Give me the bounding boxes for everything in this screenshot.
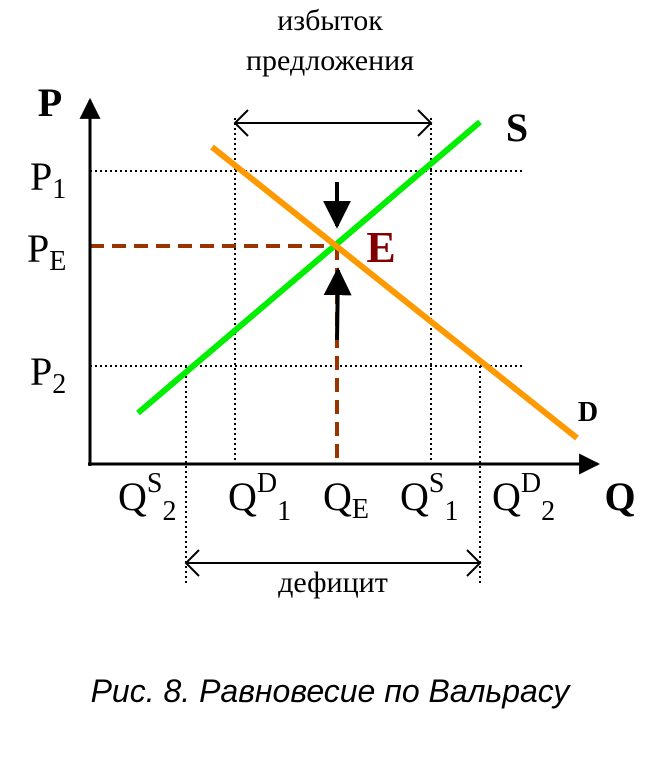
y-axis-label: P — [38, 80, 62, 125]
demand-curve — [210, 144, 579, 441]
quantity-sup: D — [257, 468, 277, 499]
price-sub: E — [49, 246, 66, 277]
quantity-sub: E — [352, 494, 369, 525]
deficit-label: дефицит — [278, 566, 388, 599]
quantity-base: Q — [118, 474, 147, 519]
quantity-sub: 2 — [541, 496, 555, 527]
guides — [90, 118, 525, 585]
demand-label: D — [578, 397, 598, 428]
x-axis-label: Q — [604, 474, 635, 519]
quantity-sup: S — [429, 468, 445, 499]
surplus-arrow — [233, 109, 433, 137]
price-label: P2 — [30, 349, 66, 400]
surplus-label: предложения — [246, 44, 414, 77]
price-base: P — [30, 349, 52, 394]
quantity-base: Q — [492, 474, 521, 519]
equilibrium-guides — [90, 244, 339, 464]
labels: избыток предложения P Q S D E P1 PE P2 Q… — [27, 4, 636, 599]
price-label: PE — [27, 226, 66, 277]
up-arrow — [323, 267, 352, 341]
quantity-label: QE — [323, 474, 369, 525]
price-base: P — [30, 154, 52, 199]
price-base: P — [27, 226, 49, 271]
price-label: P1 — [30, 154, 66, 205]
quantity-label: QS1 — [400, 468, 458, 527]
supply-label: S — [506, 105, 528, 150]
quantity-sup: D — [521, 468, 541, 499]
deficit-arrow — [184, 549, 482, 577]
quantity-base: Q — [400, 474, 429, 519]
quantity-label: QD1 — [228, 468, 291, 527]
quantity-label: QS2 — [118, 468, 176, 527]
quantity-base: Q — [323, 474, 352, 519]
quantity-sub: 1 — [444, 496, 458, 527]
price-sub: 1 — [52, 174, 66, 205]
supply-curve — [136, 119, 482, 416]
quantity-sup: S — [147, 468, 163, 499]
caption: Рис. 8. Равновесие по Вальрасу — [91, 673, 572, 709]
price-sub: 2 — [52, 369, 66, 400]
surplus-label: избыток — [277, 4, 383, 37]
equilibrium-label: E — [366, 223, 395, 272]
quantity-sub: 2 — [162, 496, 176, 527]
quantity-label: QD2 — [492, 468, 555, 527]
quantity-sub: 1 — [277, 496, 291, 527]
quantity-base: Q — [228, 474, 257, 519]
